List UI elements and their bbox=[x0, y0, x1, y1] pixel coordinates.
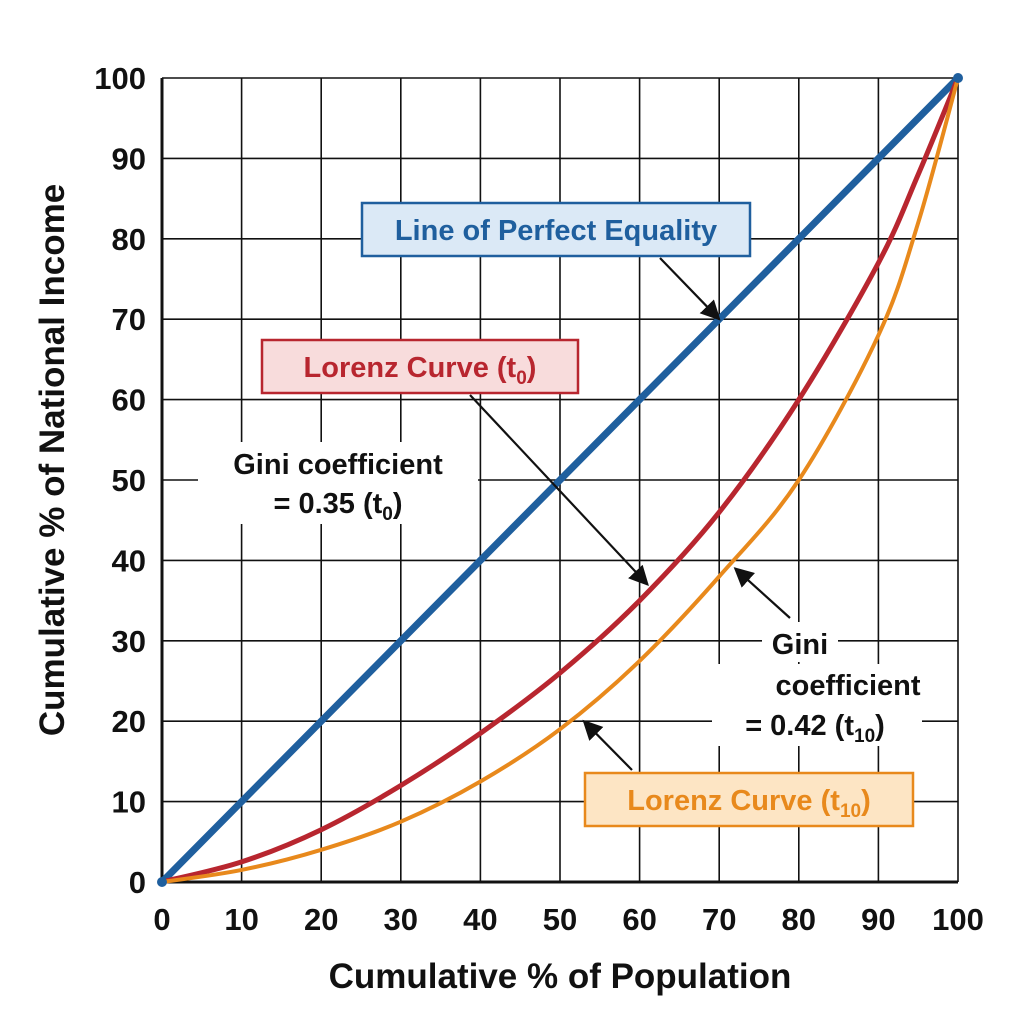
series-line-perfect-equality bbox=[158, 74, 962, 886]
y-axis-title: Cumulative % of National Income bbox=[33, 184, 72, 736]
y-tick-label: 40 bbox=[112, 543, 146, 578]
y-tick-label: 20 bbox=[112, 704, 146, 739]
x-tick-label: 100 bbox=[932, 902, 984, 937]
x-axis-title: Cumulative % of Population bbox=[329, 957, 792, 996]
y-tick-label: 70 bbox=[112, 302, 146, 337]
y-tick-label: 10 bbox=[112, 785, 146, 820]
y-tick-label: 50 bbox=[112, 463, 146, 498]
x-tick-label: 20 bbox=[304, 902, 338, 937]
lorenz-t0-arrow bbox=[469, 394, 649, 586]
equality-label-text: Line of Perfect Equality bbox=[395, 215, 717, 247]
gini-t10-line3: = 0.42 (t10) bbox=[745, 710, 885, 747]
x-tick-label: 80 bbox=[782, 902, 816, 937]
x-tick-label: 10 bbox=[224, 902, 258, 937]
series-line-lorenz-t0 bbox=[159, 75, 961, 885]
y-tick-label: 30 bbox=[112, 624, 146, 659]
equality-arrow bbox=[659, 257, 721, 321]
lorenz-t0-label-box bbox=[260, 338, 580, 395]
gini-t0-line2: = 0.35 (t0) bbox=[273, 488, 402, 525]
lorenz-t0-label: Lorenz Curve (t0) bbox=[260, 338, 580, 395]
x-tick-label: 70 bbox=[702, 902, 736, 937]
y-tick-label: 90 bbox=[112, 141, 146, 176]
y-tick-label: 60 bbox=[112, 383, 146, 418]
x-tick-label: 40 bbox=[463, 902, 497, 937]
lorenz-t10-arrow bbox=[582, 719, 633, 771]
origin-point bbox=[157, 877, 167, 887]
gini-t0-line1: Gini coefficient bbox=[233, 449, 443, 481]
lorenz-t10-label-text: Lorenz Curve (t10) bbox=[627, 785, 871, 822]
x-axis-ticks: 0 10 20 30 40 50 60 70 80 90 100 bbox=[153, 902, 983, 937]
lorenz-t10-label-box bbox=[583, 771, 915, 828]
series-layer bbox=[157, 73, 963, 887]
equality-label: Line of Perfect Equality bbox=[360, 201, 752, 258]
x-tick-label: 50 bbox=[543, 902, 577, 937]
gini-t0-annotation: Gini coefficient = 0.35 (t0) bbox=[198, 442, 478, 525]
y-tick-label: 100 bbox=[94, 61, 146, 96]
gini-t10-line2: coefficient bbox=[775, 670, 920, 702]
y-tick-label: 0 bbox=[129, 865, 146, 900]
x-tick-label: 90 bbox=[861, 902, 895, 937]
gini-t10-annotation: Gini coefficient = 0.42 (t10) bbox=[712, 622, 932, 747]
lorenz-t10-label: Lorenz Curve (t10) bbox=[583, 771, 915, 828]
lorenz-t0-label-text: Lorenz Curve (t0) bbox=[304, 352, 537, 389]
series-line-lorenz-t10 bbox=[160, 76, 960, 884]
x-tick-label: 0 bbox=[153, 902, 170, 937]
y-axis-ticks: 0 10 20 30 40 50 60 70 80 90 100 bbox=[94, 61, 146, 900]
gini-t10-line1: Gini bbox=[772, 629, 828, 661]
x-tick-label: 60 bbox=[622, 902, 656, 937]
x-tick-label: 30 bbox=[384, 902, 418, 937]
equality-label-box bbox=[360, 201, 752, 258]
end-point bbox=[953, 73, 963, 83]
y-tick-label: 80 bbox=[112, 222, 146, 257]
gini-t10-arrow bbox=[733, 567, 791, 619]
